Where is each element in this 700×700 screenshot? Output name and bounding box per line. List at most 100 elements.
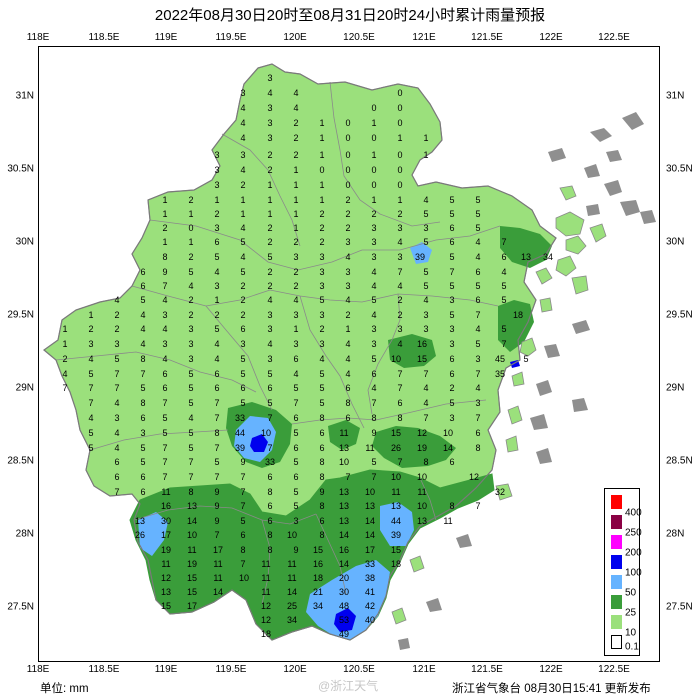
x-tick-top: 121E xyxy=(412,32,436,43)
rainfall-value: 7 xyxy=(162,398,168,408)
rainfall-value: 3 xyxy=(188,354,194,364)
rainfall-value: 10 xyxy=(260,428,272,438)
offshore-reefs xyxy=(398,112,656,650)
rainfall-value: 1 xyxy=(423,150,429,160)
rainfall-value: 5 xyxy=(240,369,246,379)
rainfall-value: 4 xyxy=(345,339,351,349)
rainfall-value: 7 xyxy=(345,472,351,482)
rainfall-value: 6 xyxy=(345,413,351,423)
rain-zone-50 xyxy=(250,434,268,452)
rainfall-value: 14 xyxy=(186,516,198,526)
rainfall-value: 17 xyxy=(364,545,376,555)
rainfall-value: 3 xyxy=(475,398,481,408)
rainfall-value: 7 xyxy=(240,472,246,482)
rainfall-value: 8 xyxy=(371,413,377,423)
rainfall-value: 11 xyxy=(161,559,171,569)
rainfall-value: 6 xyxy=(140,281,146,291)
rainfall-value: 11 xyxy=(365,443,375,453)
legend-swatch xyxy=(611,555,622,569)
rainfall-value: 19 xyxy=(186,559,198,569)
rainfall-value: 32 xyxy=(494,487,506,497)
rainfall-value: 2 xyxy=(345,195,351,205)
rainfall-value: 1 xyxy=(240,209,246,219)
rainfall-value: 8 xyxy=(188,487,194,497)
rainfall-value: 7 xyxy=(214,413,220,423)
rainfall-value: 4 xyxy=(240,252,246,262)
rainfall-value: 4 xyxy=(475,252,481,262)
rainfall-value: 11 xyxy=(391,487,401,497)
rainfall-value: 10 xyxy=(390,354,402,364)
rainfall-value: 11 xyxy=(187,545,197,555)
x-tick-top: 121.5E xyxy=(471,32,503,43)
rainfall-value: 1 xyxy=(371,150,377,160)
rainfall-value: 4 xyxy=(214,354,220,364)
rainfall-value: 3 xyxy=(345,281,351,291)
rain-zone-25 xyxy=(410,242,432,264)
rainfall-value: 2 xyxy=(214,209,220,219)
rainfall-value: 11 xyxy=(261,559,271,569)
rainfall-value: 14 xyxy=(338,559,350,569)
rainfall-value: 0 xyxy=(371,103,377,113)
rainfall-value: 3 xyxy=(371,252,377,262)
rainfall-value: 2 xyxy=(449,383,455,393)
rainfall-value: 34 xyxy=(542,252,554,262)
rainfall-value: 14 xyxy=(442,443,454,453)
rainfall-value: 3 xyxy=(188,339,194,349)
rainfall-value: 8 xyxy=(397,413,403,423)
rainfall-value: 5 xyxy=(423,281,429,291)
rainfall-value: 8 xyxy=(267,545,273,555)
rainfall-value: 7 xyxy=(240,559,246,569)
rainfall-value: 13 xyxy=(364,501,376,511)
rainfall-value: 48 xyxy=(338,601,350,611)
rainfall-value: 3 xyxy=(293,252,299,262)
rainfall-value: 5 xyxy=(293,501,299,511)
rainfall-value: 5 xyxy=(475,339,481,349)
rainfall-value: 1 xyxy=(319,133,325,143)
rainfall-value: 49 xyxy=(338,629,350,639)
rainfall-value: 2 xyxy=(319,324,325,334)
rainfall-value: 5 xyxy=(267,398,273,408)
rainfall-value: 5 xyxy=(162,413,168,423)
rainfall-value: 6 xyxy=(319,516,325,526)
rainfall-value: 18 xyxy=(390,559,402,569)
rainfall-value: 5 xyxy=(293,457,299,467)
rainfall-value: 5 xyxy=(214,252,220,262)
rainfall-value: 2 xyxy=(293,237,299,247)
rainfall-value: 4 xyxy=(345,354,351,364)
rainfall-value: 5 xyxy=(240,398,246,408)
rainfall-value: 5 xyxy=(501,295,507,305)
rainfall-value: 5 xyxy=(293,487,299,497)
rainfall-value: 4 xyxy=(162,324,168,334)
rainfall-value: 3 xyxy=(345,237,351,247)
rainfall-value: 3 xyxy=(162,339,168,349)
rainfall-value: 6 xyxy=(162,383,168,393)
rainfall-value: 6 xyxy=(371,369,377,379)
rainfall-value: 0 xyxy=(371,133,377,143)
rainfall-value: 13 xyxy=(390,501,402,511)
rainfall-value: 5 xyxy=(449,195,455,205)
rainfall-value: 3 xyxy=(162,310,168,320)
rainfall-value: 3 xyxy=(240,150,246,160)
rainfall-value: 4 xyxy=(140,339,146,349)
rainfall-value: 5 xyxy=(371,295,377,305)
x-tick-bottom: 119.5E xyxy=(215,664,247,675)
rainfall-value: 6 xyxy=(293,413,299,423)
rainfall-value: 1 xyxy=(319,150,325,160)
rainfall-value: 5 xyxy=(449,398,455,408)
rainfall-value: 5 xyxy=(214,457,220,467)
rainfall-value: 5 xyxy=(475,195,481,205)
x-tick-top: 118.5E xyxy=(88,32,120,43)
rainfall-value: 14 xyxy=(364,530,376,540)
rainfall-value: 8 xyxy=(475,443,481,453)
rainfall-value: 6 xyxy=(319,443,325,453)
y-tick-right: 30N xyxy=(666,236,685,248)
y-tick-right: 28.5N xyxy=(666,455,693,467)
y-tick-left: 31N xyxy=(15,90,34,102)
rainfall-value: 4 xyxy=(140,310,146,320)
rainfall-value: 1 xyxy=(240,195,246,205)
rainfall-value: 4 xyxy=(371,383,377,393)
legend-label: 50 xyxy=(625,587,637,599)
rainfall-value: 7 xyxy=(162,457,168,467)
rainfall-value: 4 xyxy=(188,281,194,291)
x-tick-top: 120.5E xyxy=(343,32,375,43)
